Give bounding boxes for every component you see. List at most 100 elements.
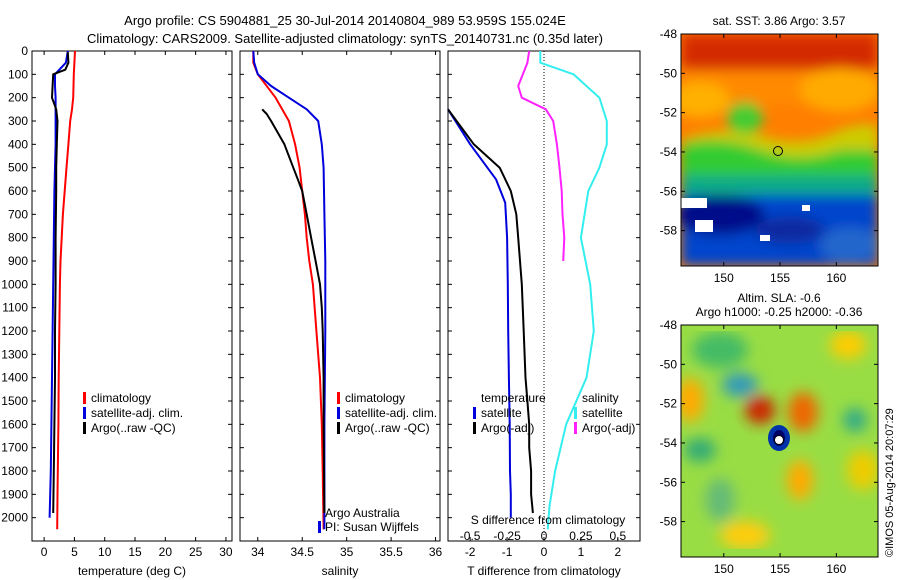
temperature-axes: [31, 50, 233, 542]
y-tick-label: 1000: [1, 277, 28, 291]
temperature-legend: climatology satellite-adj. clim. Argo(..…: [83, 391, 183, 435]
y-tick-label: 1800: [1, 464, 28, 478]
x2-tick-label: 0: [541, 529, 548, 543]
series-line: [48, 50, 69, 518]
legend-t-argo: Argo(-adj): [481, 421, 534, 435]
x-tick-label: 0: [541, 545, 548, 559]
x-tick-label: 25: [189, 545, 203, 559]
x-tick-label: 20: [159, 545, 173, 559]
x-tick-label: 35: [340, 545, 354, 559]
x2-tick-label: 0.25: [569, 529, 593, 543]
x2-tick-label: -0.25: [493, 529, 521, 543]
sst-map-title: sat. SST: 3.86 Argo: 3.57: [713, 14, 846, 28]
sla-field: [681, 325, 878, 557]
y-tick-label: 1700: [1, 441, 28, 455]
series-line: [447, 108, 534, 514]
imos-timestamp: ©IMOS 05-Aug-2014 20:07:29: [884, 408, 896, 557]
legend-satellite: satellite-adj. clim.: [91, 406, 183, 420]
y-tick-label: 1400: [1, 371, 28, 385]
legend-swatch-argo: [337, 422, 340, 434]
annotation-marker: [318, 521, 321, 533]
x-tick-label: 1: [578, 545, 585, 559]
legend-climatology: climatology: [91, 391, 151, 405]
legend-temperature-heading: temperature: [481, 391, 546, 405]
y-tick-label: 900: [8, 254, 28, 268]
y-tick-label: 1200: [1, 324, 28, 338]
legend-s-argo: Argo(-adj): [582, 421, 635, 435]
legend-swatch-climatology: [337, 392, 340, 404]
x-tick-label: 36: [429, 545, 443, 559]
series-line: [56, 50, 76, 530]
y-tick-label: 800: [8, 231, 28, 245]
map-x-tick-label: 160: [826, 562, 846, 576]
profile-panels: 0100200300400500600700800900100011001200…: [1, 44, 640, 559]
series-line: [517, 50, 566, 262]
map-x-tick-label: 150: [714, 562, 734, 576]
difference-legend: temperature satellite Argo(-adj) salinit…: [473, 391, 635, 435]
difference-xlabel: T difference from climatology: [467, 564, 621, 578]
sst-map: sat. SST: 3.86 Argo: 3.57: [680, 14, 879, 267]
temperature-xlabel: temperature (deg C): [78, 564, 186, 578]
map-y-tick-label: -50: [660, 66, 678, 80]
salinity-xlabel: salinity: [322, 564, 359, 578]
y-tick-label: 1900: [1, 487, 28, 501]
x2-tick-label: -0.5: [460, 529, 481, 543]
y-tick-label: 1300: [1, 347, 28, 361]
map-ticks: -48 -50 -52 -54 -56 -58 150 155 160 -48 -50 -52 -54 -…: [660, 27, 878, 576]
annotation-pi: PI: Susan Wijffels: [325, 520, 419, 534]
series-line: [51, 52, 70, 514]
legend-swatch-t-satellite: [473, 407, 476, 419]
sst-field: [681, 34, 878, 266]
y-tick-label: 200: [8, 91, 28, 105]
sla-map-subtitle: Argo h1000: -0.25 h2000: -0.36: [696, 305, 863, 319]
legend-swatch-s-argo: [574, 422, 577, 434]
legend-argo: Argo(..raw -QC): [91, 421, 176, 435]
x-tick-label: 34: [251, 545, 265, 559]
difference-axes: [447, 50, 641, 542]
legend-t-satellite: satellite: [481, 406, 522, 420]
map-y-tick-label: -48: [660, 318, 678, 332]
header-line1: Argo profile: CS 5904881_25 30-Jul-2014 …: [124, 13, 566, 28]
map-x-tick-label: 155: [770, 271, 790, 285]
y-tick-label: 700: [8, 207, 28, 221]
map-y-tick-label: -50: [660, 357, 678, 371]
x-tick-label: 5: [71, 545, 78, 559]
y-tick-label: 2000: [1, 511, 28, 525]
x2-tick-label: 0.5: [610, 529, 627, 543]
salinity-axes: [239, 50, 441, 542]
x-tick-label: 15: [128, 545, 142, 559]
y-tick-label: 1500: [1, 394, 28, 408]
y-tick-label: 400: [8, 137, 28, 151]
map-y-tick-label: -58: [660, 224, 678, 238]
sla-map-title: Altim. SLA: -0.6: [737, 291, 821, 305]
series-line: [261, 108, 326, 514]
y-tick-label: 0: [21, 44, 28, 58]
argo-float-marker: [774, 435, 784, 445]
legend-climatology: climatology: [345, 391, 405, 405]
legend-swatch-argo: [83, 422, 86, 434]
map-y-tick-label: -58: [660, 515, 678, 529]
legend-swatch-climatology: [83, 392, 86, 404]
series-line: [539, 51, 608, 530]
series-line: [447, 108, 512, 518]
map-y-tick-label: -52: [660, 397, 678, 411]
map-y-tick-label: -52: [660, 106, 678, 120]
map-x-tick-label: 150: [714, 271, 734, 285]
y-tick-label: 600: [8, 184, 28, 198]
argo-float-marker: [773, 146, 783, 156]
x-tick-label: -2: [465, 545, 476, 559]
series-line: [252, 51, 325, 530]
y-tick-label: 300: [8, 114, 28, 128]
y-tick-label: 1600: [1, 417, 28, 431]
x-tick-label: -1: [502, 545, 513, 559]
sla-map: Altim. SLA: -0.6 Argo h1000: -0.25 h2000…: [680, 291, 896, 558]
legend-swatch-satellite: [337, 407, 340, 419]
x-tick-label: 10: [98, 545, 112, 559]
legend-swatch-s-satellite: [574, 407, 577, 419]
map-y-tick-label: -54: [660, 436, 678, 450]
legend-salinity-heading: salinity: [582, 391, 619, 405]
legend-argo: Argo(..raw -QC): [345, 421, 430, 435]
map-x-tick-label: 155: [770, 562, 790, 576]
map-x-tick-label: 160: [826, 271, 846, 285]
